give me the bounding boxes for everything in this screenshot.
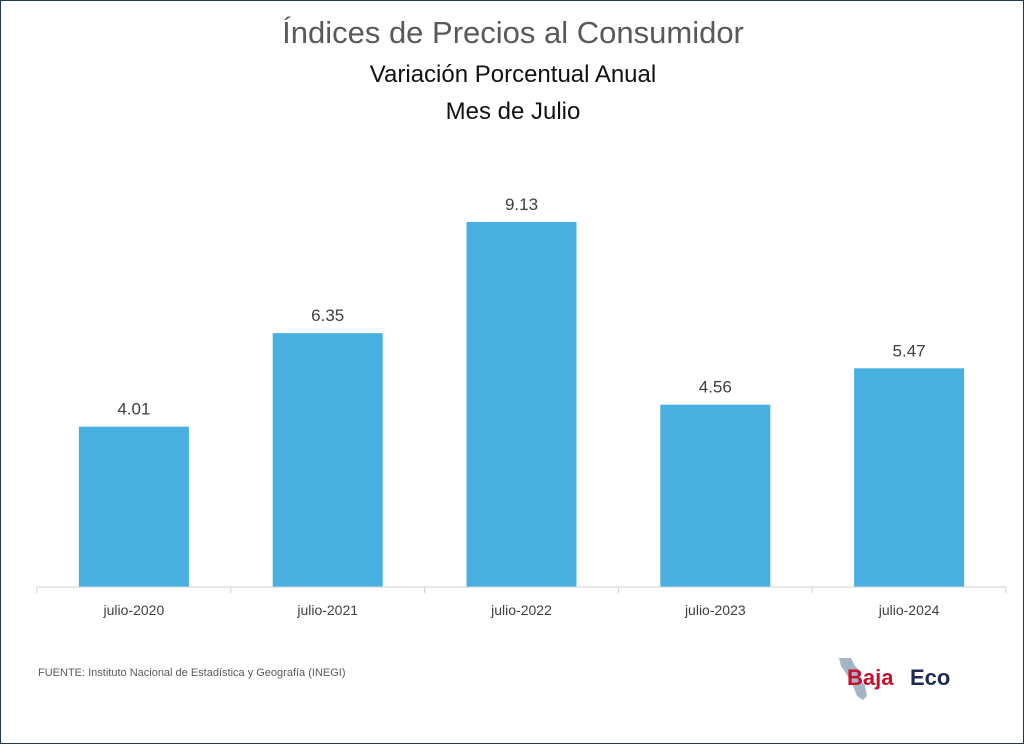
logo-text-eco: Eco (910, 665, 950, 690)
data-label-julio-2024: 5.47 (893, 341, 926, 360)
data-label-julio-2021: 6.35 (311, 306, 344, 325)
bar-julio-2022 (466, 222, 577, 587)
logo-text-baja: Baja (847, 665, 894, 690)
x-tick-label-julio-2022: julio-2022 (490, 602, 552, 618)
x-tick-label-julio-2023: julio-2023 (684, 602, 746, 618)
data-label-julio-2022: 9.13 (505, 195, 538, 214)
bar-julio-2021 (272, 333, 383, 587)
baja-peninsula-shape (839, 658, 867, 700)
chart-title: Índices de Precios al Consumidor (282, 15, 744, 50)
chart-subtitle-month: Mes de Julio (445, 98, 581, 125)
bar-julio-2020 (78, 426, 189, 587)
bar-julio-2024 (854, 368, 965, 587)
x-tick-label-julio-2020: julio-2020 (103, 602, 165, 618)
data-label-julio-2023: 4.56 (699, 378, 732, 397)
bajaeco-logo: Baja Eco (839, 658, 950, 700)
bar-julio-2023 (660, 404, 771, 587)
source-note: FUENTE: Instituto Nacional de Estadístic… (38, 667, 346, 679)
x-tick-label-julio-2021: julio-2021 (296, 602, 358, 618)
x-tick-label-julio-2024: julio-2024 (878, 602, 940, 618)
data-label-julio-2020: 4.01 (117, 400, 150, 419)
chart-subtitle: Variación Porcentual Anual (369, 61, 657, 88)
